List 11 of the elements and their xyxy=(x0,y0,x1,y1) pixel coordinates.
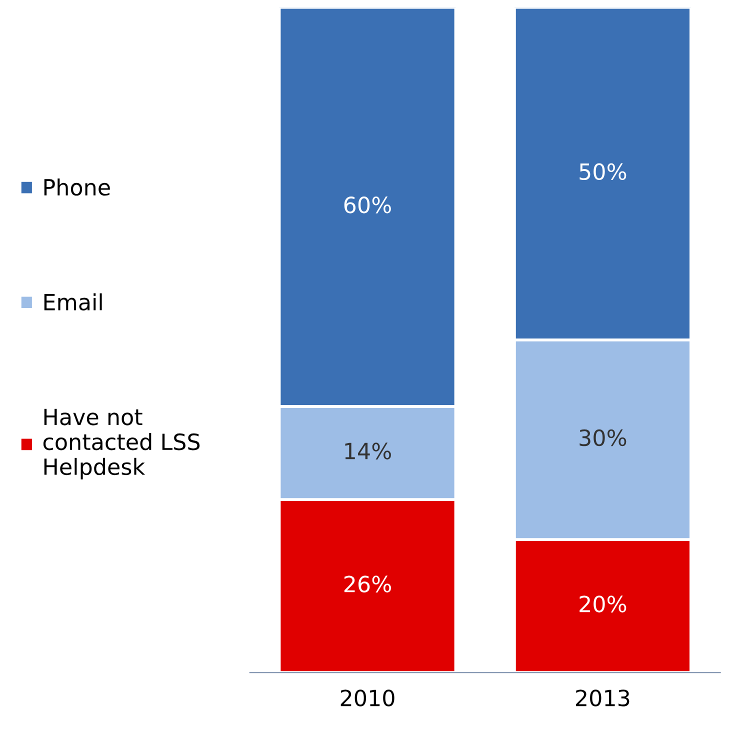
data-label: 26% xyxy=(344,576,391,592)
data-label: 14% xyxy=(345,442,391,460)
x-tick-label: 2013 xyxy=(576,690,630,706)
data-label: 50% xyxy=(580,163,626,180)
data-label: 60% xyxy=(344,196,391,214)
data-label: 30% xyxy=(580,429,626,446)
x-tick-label: 2010 xyxy=(340,690,394,706)
legend-label: Have not contacted LSS Helpdesk xyxy=(43,408,200,480)
legend-label: Phone xyxy=(44,178,110,196)
legend-label: Email xyxy=(44,293,102,311)
data-label: 20% xyxy=(580,596,626,612)
